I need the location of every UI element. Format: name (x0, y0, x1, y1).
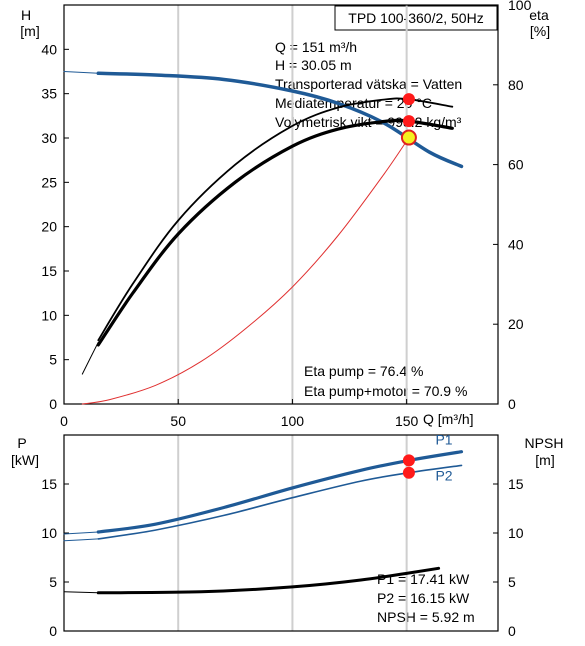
top-right-tick-label: 20 (508, 316, 524, 332)
chart-title: TPD 100-360/2, 50Hz (348, 10, 483, 26)
info-flow: Q = 151 m³/h (275, 39, 357, 55)
top-right-tick-label: 60 (508, 157, 524, 173)
top-plot-frame (63, 4, 499, 405)
eta-pump-motor-label: Eta pump+motor = 70.9 % (304, 383, 467, 399)
eta-pump-motor-operating-point (402, 115, 415, 128)
top-curve-eta-pump (97, 97, 454, 342)
x-tick-label: 100 (281, 413, 305, 429)
info-p2: P2 = 16.15 kW (377, 590, 470, 606)
npsh-axis-label: NPSH (525, 435, 564, 451)
info-npsh: NPSH = 5.92 m (377, 609, 475, 625)
top-left-tick-label: 25 (41, 174, 57, 190)
top-left-tick-label: 15 (41, 263, 57, 279)
power-axis-unit: [kW] (11, 452, 39, 468)
bottom-right-tick-label: 0 (508, 623, 516, 639)
top-left-tick-label: 35 (41, 86, 57, 102)
bottom-left-tick-label: 5 (49, 574, 57, 590)
x-tick-label: 50 (170, 413, 186, 429)
top-left-tick-label: 20 (41, 219, 57, 235)
x-axis-label: Q [m³/h] (423, 411, 474, 427)
bottom-left-tick-label: 0 (49, 623, 57, 639)
p1-operating-point (402, 454, 415, 467)
bottom-right-tick-label: 15 (508, 476, 524, 492)
info-head: H = 30.05 m (275, 57, 352, 73)
bottom-curve-p1-extension (63, 531, 99, 535)
top-curve-h (96, 71, 464, 169)
top-right-tick-label: 100 (508, 0, 532, 13)
p2-operating-point (402, 466, 415, 479)
bottom-right-tick-label: 5 (508, 574, 516, 590)
head-axis-unit: [m] (20, 23, 39, 39)
top-curve-eta-extension (81, 341, 99, 375)
top-right-tick-label: 0 (508, 396, 516, 412)
x-tick-label: 0 (60, 413, 68, 429)
top-left-tick-label: 5 (49, 352, 57, 368)
top-left-tick-label: 10 (41, 307, 57, 323)
eta-pump-operating-point (402, 93, 415, 106)
power-axis-label: P (17, 435, 26, 451)
top-curve-h-extension (63, 71, 99, 74)
series-label-p2: P2 (435, 467, 452, 483)
top-left-tick-label: 30 (41, 130, 57, 146)
series-label-p1: P1 (435, 432, 452, 448)
top-left-tick-label: 40 (41, 41, 57, 57)
head-axis-label: H (21, 7, 31, 23)
eta-axis-label: eta (529, 7, 549, 23)
top-right-tick-label: 40 (508, 236, 524, 252)
info-p1: P1 = 17.41 kW (377, 571, 470, 587)
bottom-curve-npsh-extension (63, 591, 99, 594)
bottom-curve-npsh (96, 566, 441, 595)
eta-pump-label: Eta pump = 76.4 % (304, 363, 423, 379)
info-liquid: Transporterad vätska = Vatten (275, 76, 462, 92)
chart-title-box (334, 5, 498, 31)
x-tick-label: 150 (395, 413, 419, 429)
bottom-right-tick-label: 10 (508, 525, 524, 541)
bottom-left-tick-label: 10 (41, 525, 57, 541)
top-curve-eta-pump-motor (96, 118, 454, 347)
top-curve-system-curve (81, 137, 410, 405)
top-left-tick-label: 0 (49, 396, 57, 412)
npsh-axis-unit: [m] (535, 452, 554, 468)
top-right-tick-label: 80 (508, 77, 524, 93)
bottom-curve-p2-extension (63, 538, 99, 542)
head-operating-point (400, 129, 417, 146)
bottom-left-tick-label: 15 (41, 476, 57, 492)
eta-axis-unit: [%] (530, 23, 550, 39)
